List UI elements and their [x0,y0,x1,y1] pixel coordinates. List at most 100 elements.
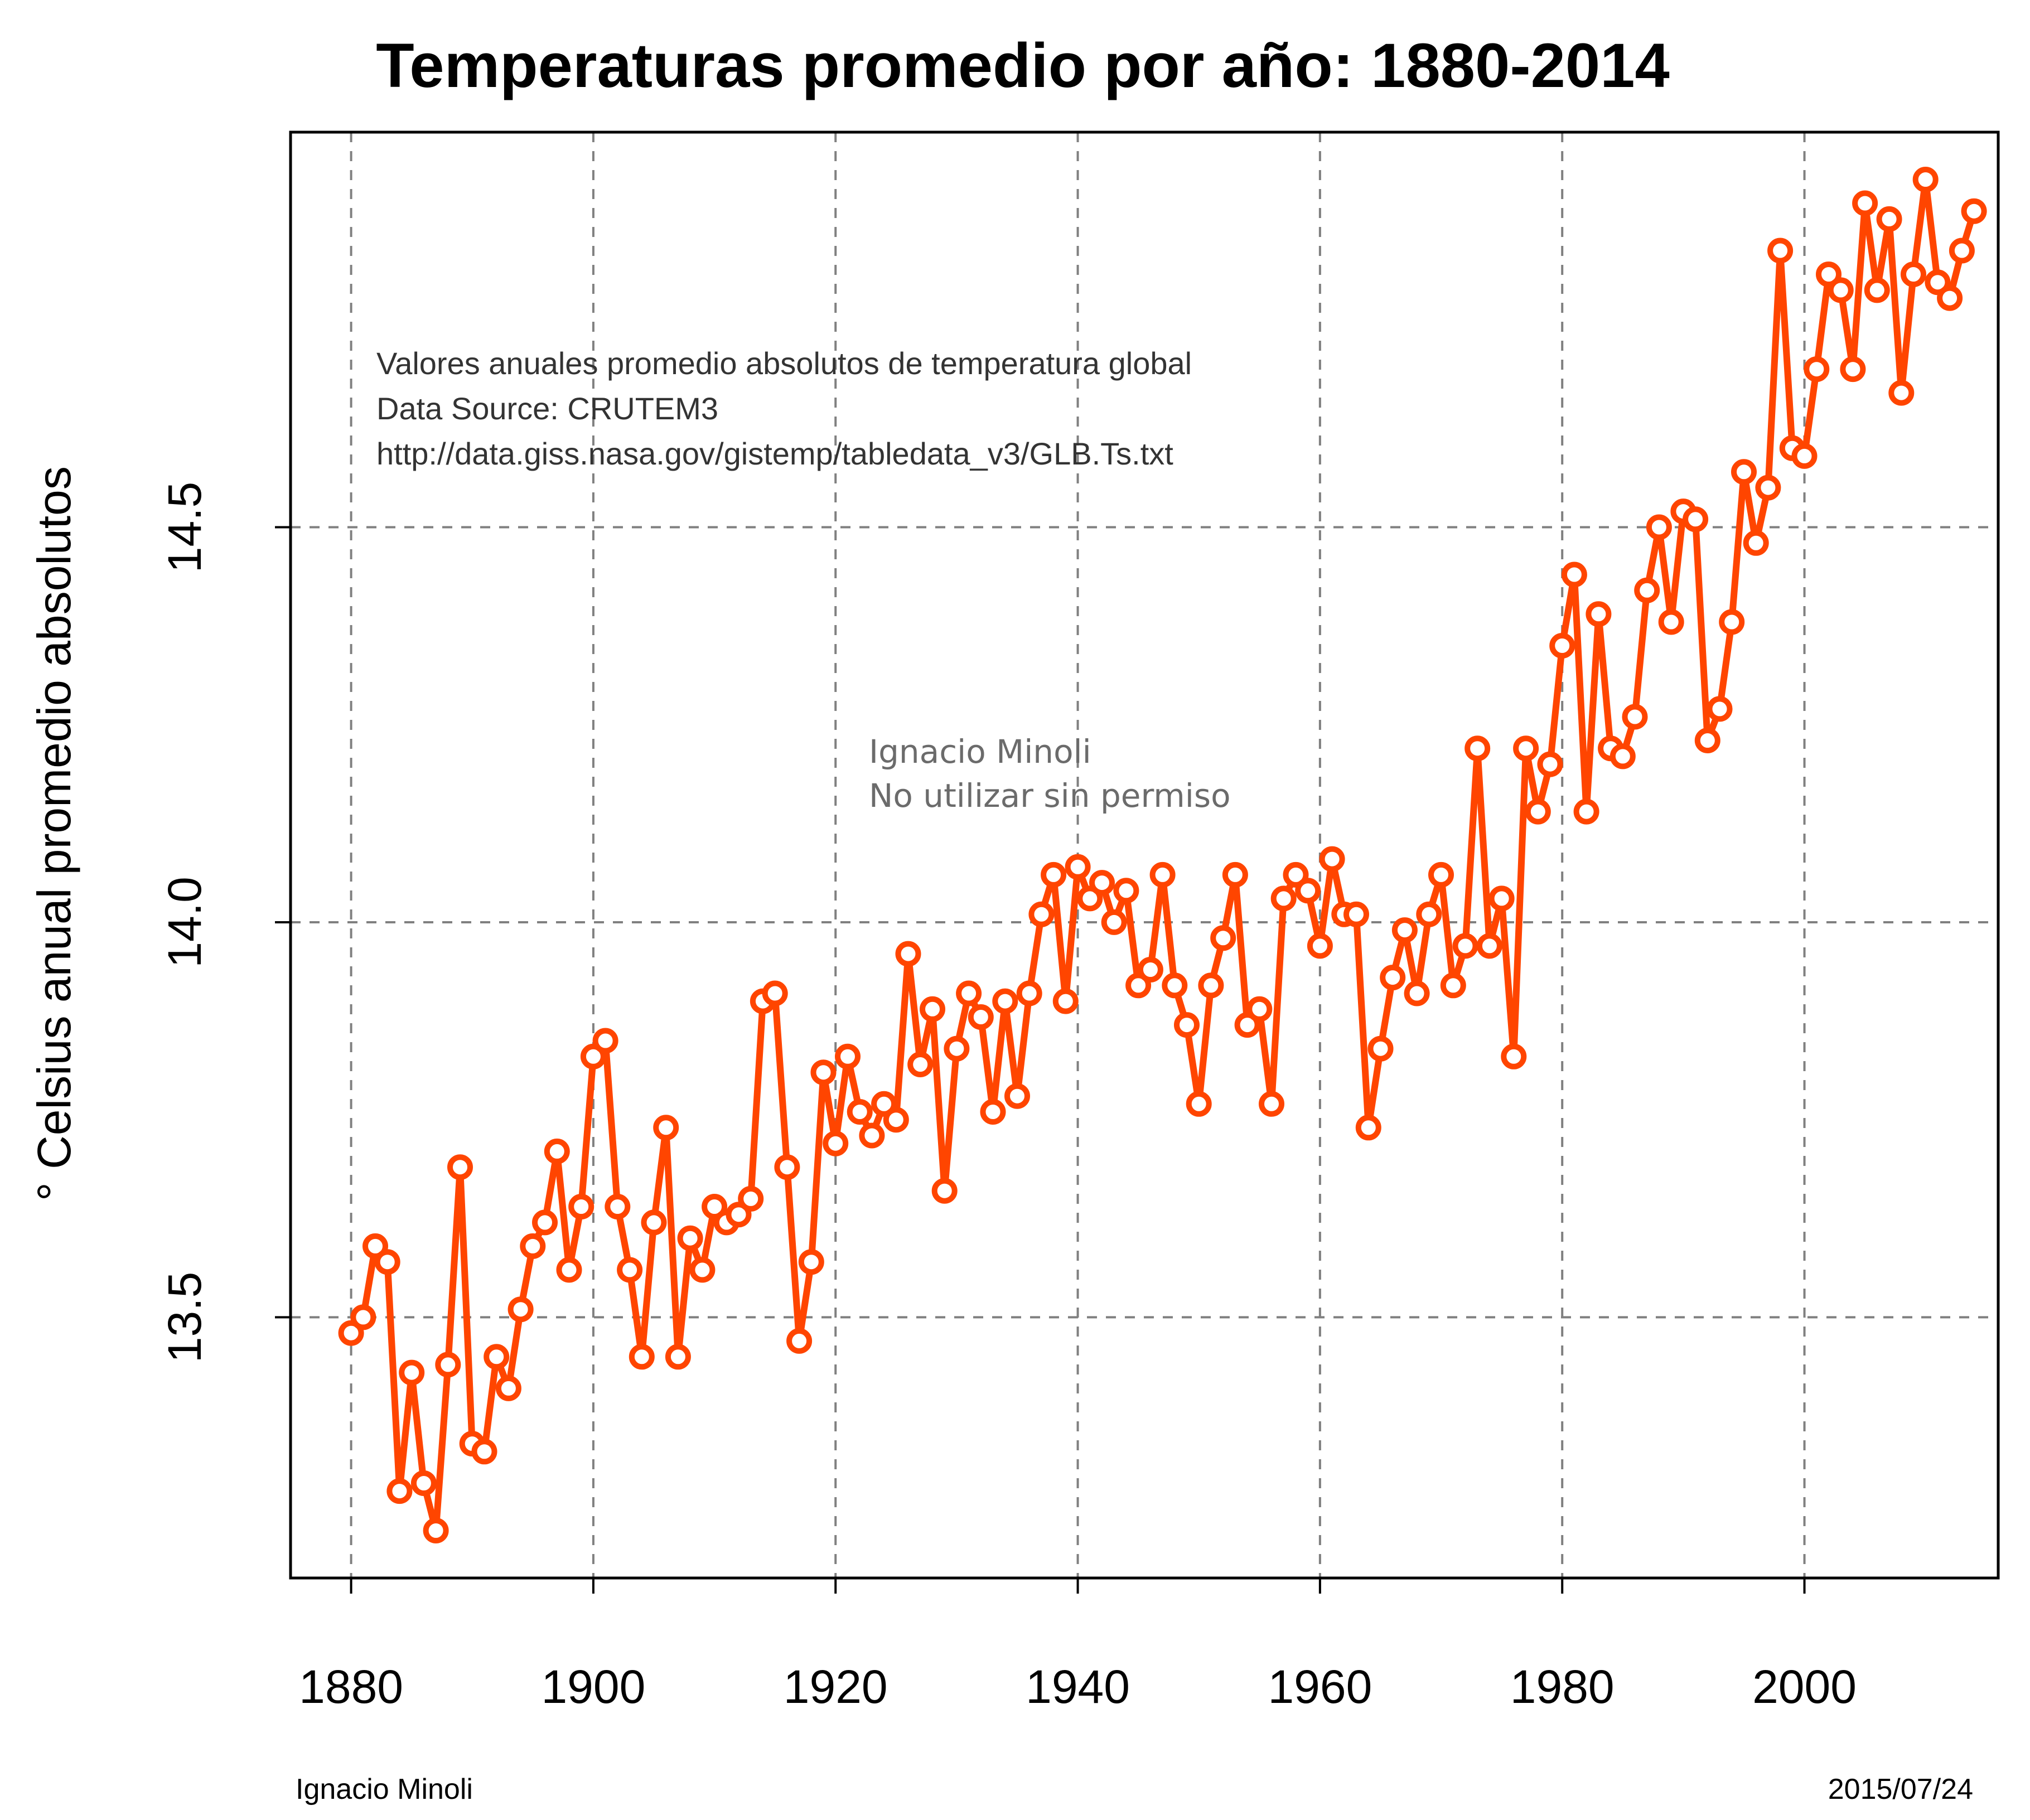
data-point-1917 [786,1328,813,1354]
data-point-1907 [665,1344,691,1370]
data-point-1973 [1464,735,1491,762]
data-point-1881 [350,1304,376,1330]
data-point-1954 [1234,1012,1260,1038]
plot-frame [289,130,2000,1580]
data-point-1951 [1198,972,1224,999]
chart-title: Temperaturas promedio por año: 1880-2014 [376,31,1670,100]
data-point-1885 [399,1359,425,1386]
data-point-1930 [944,1035,970,1062]
data-point-1920 [823,1130,849,1156]
data-point-1961 [1319,846,1345,872]
data-point-1935 [1004,1083,1030,1109]
data-point-1880 [338,1320,364,1346]
x-tick-label-1880: 1880 [299,1661,403,1713]
x-tick-label-1920: 1920 [784,1661,888,1713]
data-point-1965 [1367,1035,1394,1062]
data-point-1996 [1743,530,1769,556]
data-point-1901 [592,1028,618,1054]
data-point-1971 [1440,972,1466,999]
data-point-1948 [1162,972,1188,999]
data-point-1998 [1767,238,1794,264]
data-point-1921 [835,1043,861,1069]
series-layer [338,167,1987,1543]
footer-author: Ignacio Minoli [296,1773,473,1806]
data-point-2003 [1828,277,1854,303]
data-point-1941 [1077,885,1103,912]
data-point-1942 [1089,870,1115,896]
data-point-1989 [1658,609,1684,635]
data-point-1955 [1246,996,1273,1022]
data-point-1991 [1683,506,1709,533]
y-tick-label-14.5: 14.5 [158,482,211,573]
data-point-2001 [1804,356,1830,383]
data-point-1899 [568,1194,594,1219]
source-note-line-3: http://data.giss.nasa.gov/gistemp/tabled… [376,436,1173,471]
data-point-2002 [1816,262,1842,287]
data-point-1970 [1428,861,1454,888]
data-point-1938 [1041,861,1067,888]
data-point-2005 [1852,190,1878,216]
data-point-2009 [1901,262,1926,287]
data-point-2000 [1791,443,1818,469]
data-point-1897 [544,1138,570,1164]
data-point-1931 [956,980,982,1006]
data-point-1884 [386,1478,413,1504]
data-point-1918 [798,1249,824,1275]
data-point-2010 [1912,167,1939,192]
x-tick-label-1980: 1980 [1510,1661,1615,1713]
data-point-1902 [605,1194,631,1219]
data-point-1964 [1355,1115,1381,1141]
data-point-1923 [859,1122,885,1149]
data-point-1980 [1549,633,1575,659]
data-point-1939 [1052,988,1079,1014]
data-point-1982 [1573,798,1599,825]
data-point-1979 [1537,751,1563,777]
data-point-1916 [774,1154,800,1180]
data-point-1958 [1283,861,1309,888]
watermark-line-1: Ignacio Minoli [869,733,1091,771]
data-point-2013 [1949,238,1975,264]
data-point-1967 [1391,917,1418,943]
x-tick-label-1900: 1900 [541,1661,645,1713]
data-point-1934 [992,988,1018,1014]
data-point-1994 [1719,609,1745,635]
data-point-1913 [738,1185,764,1212]
data-point-1993 [1707,696,1733,722]
data-point-1932 [968,1004,994,1030]
data-point-1925 [883,1107,909,1133]
data-point-1928 [920,996,945,1022]
data-point-1894 [508,1296,534,1323]
data-point-1903 [617,1257,643,1283]
x-tick-label-1960: 1960 [1268,1661,1372,1713]
data-point-1922 [847,1099,873,1125]
data-point-1912 [726,1202,752,1228]
data-point-1976 [1501,1043,1527,1069]
x-tick-label-2000: 2000 [1752,1661,1857,1713]
data-point-1943 [1101,909,1127,935]
data-point-1983 [1586,601,1612,627]
data-point-1975 [1488,885,1515,912]
data-point-1952 [1210,925,1236,951]
data-point-1981 [1561,562,1587,588]
data-point-2007 [1876,206,1902,232]
data-point-2006 [1864,277,1890,303]
data-point-1960 [1307,933,1333,959]
data-point-1883 [374,1249,400,1275]
tick-label-layer: 1880 1900 1920 1940 1960 1980 2000 13.5 14.0 14.5 [158,482,1857,1713]
data-point-1949 [1174,1012,1200,1038]
source-note-line-2: Data Source: CRUTEM3 [376,391,718,426]
data-point-1972 [1452,933,1478,959]
data-point-1937 [1028,901,1055,927]
data-point-1957 [1270,885,1297,912]
data-point-1968 [1404,980,1430,1006]
data-point-1929 [931,1178,958,1204]
data-point-1905 [641,1209,667,1236]
data-point-1985 [1610,743,1636,769]
data-point-1927 [907,1052,934,1077]
data-point-1889 [447,1154,473,1180]
data-point-1946 [1137,957,1163,982]
data-point-1926 [895,941,921,967]
data-point-1882 [362,1233,388,1259]
watermark-line-2: No utilizar sin permiso [869,777,1231,815]
